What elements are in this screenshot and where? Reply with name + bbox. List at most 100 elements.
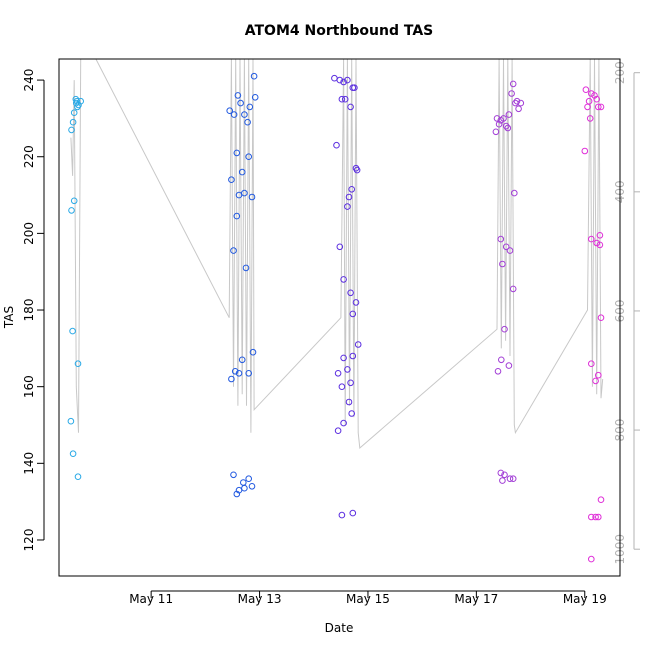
- flight-1-point-8: [70, 197, 78, 205]
- flight-3-point-10: [333, 141, 340, 149]
- flight-4-point-9: [513, 97, 521, 105]
- flight-2-point-4: [237, 99, 244, 107]
- flight-3-point-32: [349, 509, 357, 517]
- flight-5-point-1: [582, 86, 590, 93]
- flight-4-point-13: [504, 124, 512, 132]
- flight-2-point-12: [238, 168, 246, 176]
- y-axis-label: TAS: [2, 306, 16, 329]
- flight-3-point-7: [341, 95, 349, 103]
- x-tick-label-3: May 15: [346, 592, 390, 606]
- y-tick-label-1: 120: [22, 529, 36, 552]
- flight-4-point-3: [500, 115, 507, 122]
- flight-3-point-4: [344, 76, 351, 84]
- flight-3-point-22: [340, 354, 347, 362]
- flight-4-point-24: [494, 368, 502, 375]
- flight-2-point-24: [238, 356, 246, 364]
- flight-3-point-27: [338, 383, 346, 391]
- flight-4-point-23: [505, 362, 513, 369]
- flight-5-point-21: [592, 513, 599, 521]
- x-tick-label-4: May 17: [454, 592, 498, 606]
- x-tick-label-2: May 13: [238, 592, 282, 606]
- flight-4-point-26: [501, 471, 508, 479]
- flight-2-point-26: [230, 471, 237, 479]
- flight-4-point-12: [495, 120, 503, 128]
- flight-1-point-7: [68, 126, 75, 134]
- flight-4-point-29: [509, 475, 517, 483]
- flight-2-point-22: [235, 370, 243, 377]
- flight-1-point-13: [74, 360, 82, 368]
- plot-frame: [58, 58, 621, 577]
- flight-3-point-8: [338, 95, 346, 103]
- flight-4-point-18: [506, 247, 514, 254]
- flight-2-point-32: [233, 490, 241, 498]
- flight-3-point-25: [334, 370, 342, 377]
- flight-4-point-22: [498, 356, 505, 364]
- flight-3-point-19: [352, 299, 360, 306]
- flight-2-point-5: [241, 111, 248, 118]
- flight-4-point-21: [501, 325, 508, 333]
- y-tick-label-5: 200: [22, 222, 36, 245]
- x-tick-label-1: May 11: [129, 592, 173, 606]
- flight-5-point-6: [584, 103, 591, 111]
- flight-2-point-3: [234, 92, 242, 99]
- y-tick-label-3: 160: [22, 375, 36, 398]
- flight-5-point-8: [597, 103, 605, 111]
- flight-4-point-27: [506, 475, 514, 483]
- flight-3-point-6: [351, 84, 358, 91]
- flight-4-point-10: [515, 105, 522, 113]
- flight-2-point-28: [245, 475, 252, 483]
- flight-4-point-4: [502, 122, 510, 130]
- flight-2-point-2: [230, 111, 238, 118]
- y-tick-label-4: 180: [22, 299, 36, 322]
- flight-5-point-22: [595, 513, 602, 521]
- flight-4-point-20: [509, 285, 517, 293]
- flight-2-point-20: [249, 348, 257, 356]
- y-tick-label-6: 220: [22, 145, 36, 168]
- flight-4-point-25: [497, 469, 505, 477]
- flight-2-point-10: [228, 176, 235, 183]
- flight-4-point-14: [492, 128, 500, 136]
- flight-3-point-26: [347, 379, 354, 387]
- flight-5-point-17: [595, 371, 602, 379]
- flight-3-point-9: [347, 103, 354, 111]
- flight-1-point-9: [68, 207, 75, 214]
- flight-1-point-11: [67, 417, 75, 425]
- flight-1-point-10: [69, 327, 76, 335]
- flight-5-point-19: [597, 496, 605, 504]
- flight-5-point-10: [581, 147, 589, 155]
- flight-5-point-2: [588, 90, 595, 97]
- flight-3-point-16: [336, 243, 344, 251]
- flight-2-point-15: [241, 189, 248, 197]
- flight-5-point-14: [596, 241, 604, 249]
- flight-5-point-13: [593, 239, 601, 247]
- flight-3-point-31: [334, 427, 342, 435]
- flight-4-point-17: [502, 243, 510, 251]
- flight-2-point-18: [230, 247, 237, 254]
- chart-title: ATOM4 Northbound TAS: [245, 23, 434, 39]
- flight-2-point-7: [246, 103, 254, 111]
- flight-4-point-19: [499, 260, 506, 268]
- flight-5-point-23: [588, 555, 595, 563]
- flight-5-point-5: [593, 95, 601, 103]
- flight-3-point-18: [347, 289, 354, 297]
- flight-1-point-6: [69, 118, 77, 126]
- flight-5-point-12: [588, 235, 595, 243]
- flight-3-point-15: [344, 203, 351, 210]
- flight-4-point-16: [497, 235, 505, 243]
- flight-3-point-21: [354, 341, 362, 348]
- flight-3-point-28: [345, 398, 353, 406]
- flight-4-point-11: [517, 99, 525, 107]
- flight-2-point-29: [248, 483, 256, 490]
- x-tick-label-5: May 19: [563, 592, 607, 606]
- flight-3-point-14: [345, 193, 353, 201]
- y-tick-label-2: 140: [22, 452, 36, 475]
- flight-5-point-11: [596, 232, 604, 239]
- flight-1-point-5: [70, 109, 78, 116]
- flight-5-point-18: [592, 377, 599, 385]
- flight-5-point-20: [588, 513, 595, 521]
- flight-3-point-17: [340, 276, 347, 283]
- axes-layer: May 11 May 13 May 15 May 17 May 19 120 140 160 1…: [22, 61, 640, 606]
- flight-5-point-15: [597, 314, 605, 322]
